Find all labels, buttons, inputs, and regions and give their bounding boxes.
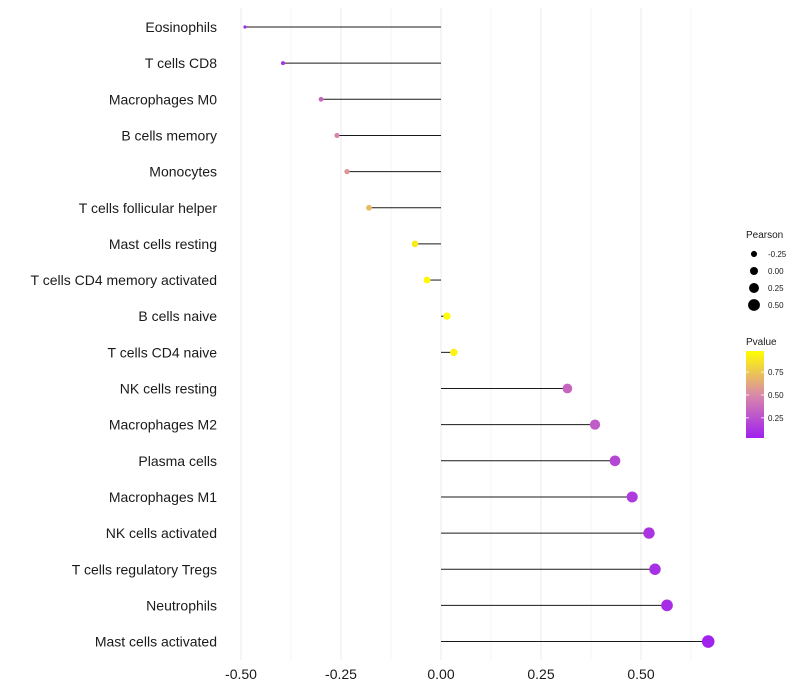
lollipop-point (443, 312, 451, 320)
size-legend-label: 0.50 (768, 301, 784, 310)
size-legend-label: -0.25 (768, 250, 787, 259)
lollipop-point (318, 96, 324, 102)
color-legend-label: 0.25 (768, 414, 784, 423)
point-layer (243, 25, 715, 648)
lollipop-point (411, 240, 419, 248)
category-label: T cells CD4 naive (108, 344, 218, 360)
grid-layer (240, 8, 692, 660)
category-label: T cells CD8 (145, 55, 217, 71)
category-label: Eosinophils (145, 19, 217, 35)
size-legend-key (749, 283, 759, 293)
category-label: Macrophages M0 (109, 91, 217, 107)
category-label-layer: Eosinophils T cells CD8 Macrophages M0 B ce… (31, 19, 218, 650)
lollipop-point (344, 168, 350, 175)
lollipop-point (450, 348, 458, 357)
category-label: T cells follicular helper (79, 200, 218, 216)
size-legend-key (748, 299, 760, 311)
lollipop-point (280, 61, 286, 66)
stem-layer (245, 26, 709, 643)
lollipop-point (366, 204, 372, 211)
lollipop-point (589, 419, 601, 430)
size-legend-title: Pearson (746, 230, 783, 241)
category-label: Neutrophils (146, 597, 217, 613)
lollipop-point (649, 563, 661, 575)
color-legend-label: 0.50 (768, 391, 784, 400)
lollipop-point (626, 491, 638, 503)
category-label: Mast cells activated (95, 634, 217, 650)
size-legend-key (749, 266, 759, 276)
lollipop-point (609, 455, 621, 467)
lollipop-point (243, 25, 247, 29)
x-tick-label: 0.50 (627, 666, 654, 682)
category-label: Macrophages M1 (109, 489, 217, 505)
x-tick-label: -0.25 (325, 666, 357, 682)
size-legend-label: 0.25 (768, 284, 784, 293)
color-legend-label: 0.75 (768, 368, 784, 377)
category-label: NK cells activated (106, 525, 217, 541)
category-label: B cells naive (138, 308, 217, 324)
category-label: Mast cells resting (109, 236, 217, 252)
lollipop-point (661, 599, 673, 612)
lollipop-point (701, 635, 715, 648)
x-tick-label: 0.00 (427, 666, 454, 682)
x-tick-label: -0.50 (225, 666, 257, 682)
size-legend-key (750, 250, 758, 258)
color-legend-bar (746, 351, 764, 438)
legend-layer: Pearson -0.25 0.00 0.25 0.50 Pvalue 0.75 0.50 0.… (746, 230, 787, 438)
category-label: Plasma cells (138, 453, 217, 469)
category-label: B cells memory (121, 127, 217, 143)
lollipop-point (423, 276, 431, 284)
lollipop-point (643, 527, 655, 539)
size-legend-label: 0.00 (768, 267, 784, 276)
x-tick-label: 0.25 (527, 666, 554, 682)
category-label: Macrophages M2 (109, 417, 217, 433)
color-legend-title: Pvalue (746, 337, 777, 348)
lollipop-point (334, 132, 340, 139)
x-tick-layer: -0.50 -0.25 0.00 0.25 0.50 (225, 666, 655, 682)
category-label: T cells CD4 memory activated (31, 272, 217, 288)
category-label: NK cells resting (120, 381, 217, 397)
lollipop-point (562, 383, 573, 394)
category-label: Monocytes (149, 164, 217, 180)
category-label: T cells regulatory Tregs (72, 561, 217, 577)
